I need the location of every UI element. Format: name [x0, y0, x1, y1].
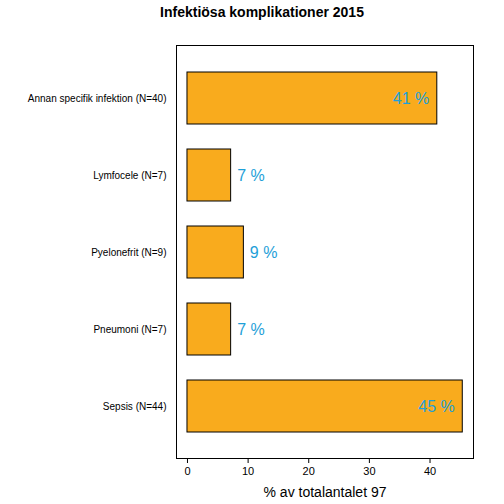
- svg-text:Sepsis (N=44): Sepsis (N=44): [103, 401, 167, 412]
- svg-text:% av totalantalet 97: % av totalantalet 97: [264, 484, 387, 500]
- svg-text:20: 20: [303, 465, 315, 477]
- html-text:Infektiösa komplikationer 2015: Infektiösa komplikationer 2015: [160, 4, 364, 20]
- svg-text:Pneumoni (N=7): Pneumoni (N=7): [93, 324, 166, 335]
- svg-text:Pyelonefrit (N=9): Pyelonefrit (N=9): [91, 247, 166, 258]
- svg-text:Lymfocele (N=7): Lymfocele (N=7): [93, 170, 166, 181]
- svg-text:7 %: 7 %: [237, 167, 265, 184]
- svg-text:7 %: 7 %: [237, 321, 265, 338]
- svg-text:9 %: 9 %: [250, 244, 278, 261]
- svg-text:41 %: 41 %: [393, 90, 429, 107]
- svg-text:30: 30: [363, 465, 375, 477]
- svg-text:40: 40: [424, 465, 436, 477]
- svg-text:45 %: 45 %: [418, 398, 454, 415]
- svg-text:0: 0: [184, 465, 190, 477]
- svg-text:Annan specifik infektion (N=40: Annan specifik infektion (N=40): [28, 93, 167, 104]
- svg-text:10: 10: [242, 465, 254, 477]
